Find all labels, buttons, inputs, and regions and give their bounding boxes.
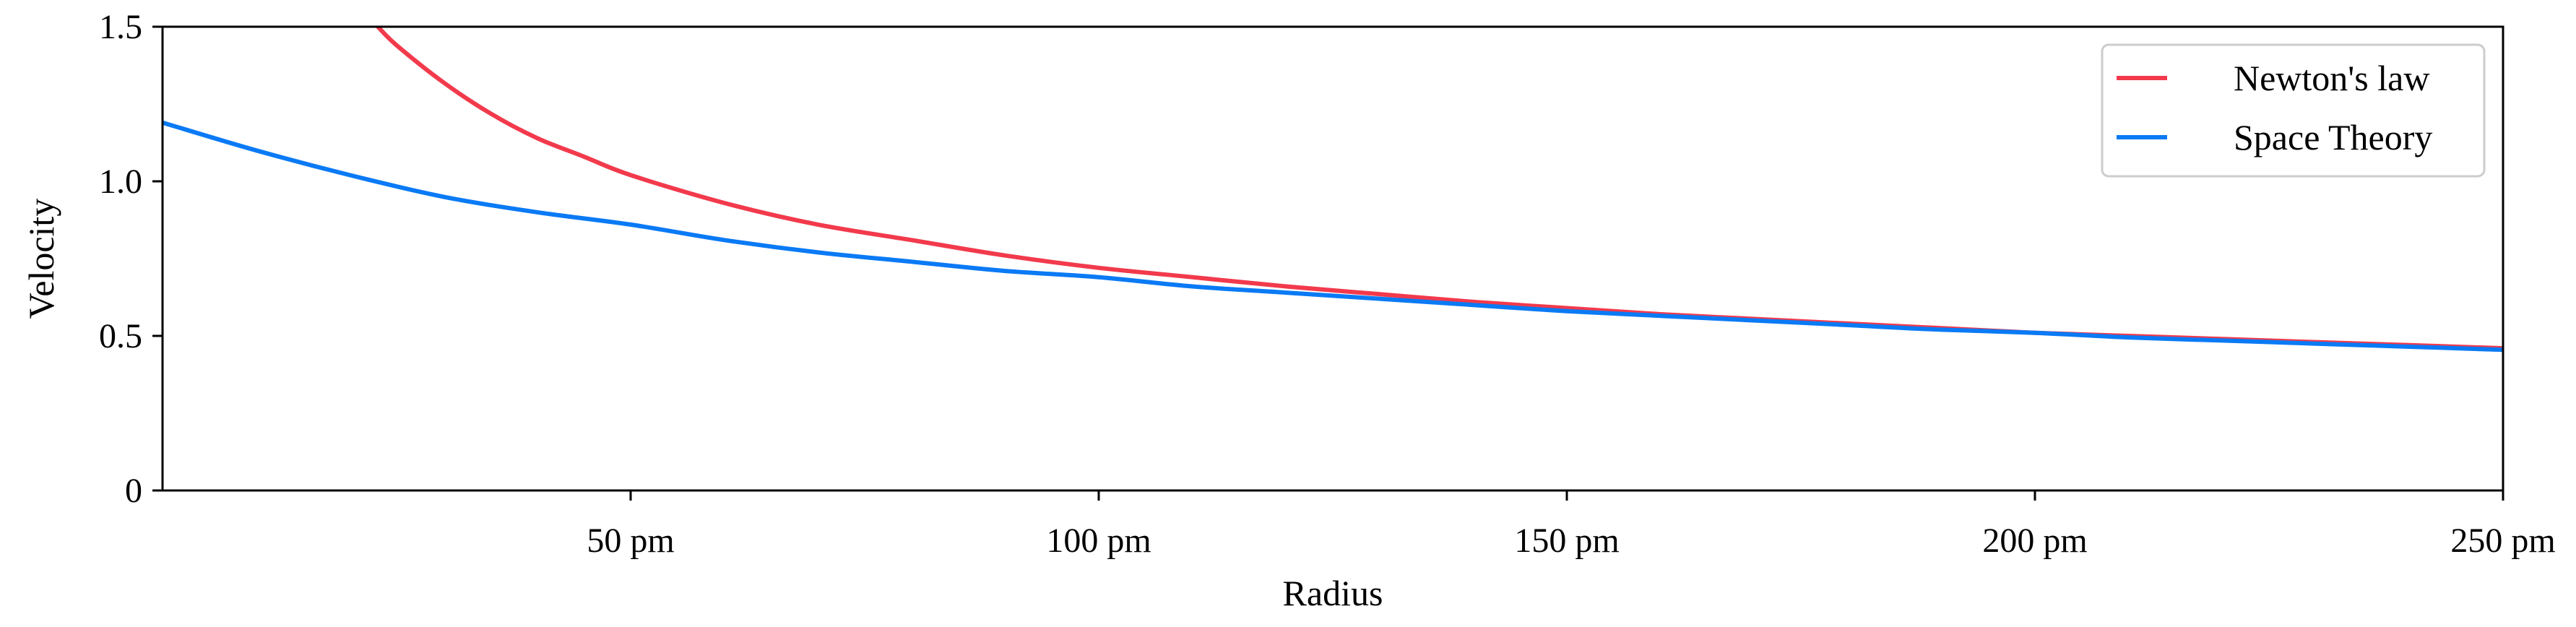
y-tick-label: 1.0 [99,163,142,201]
y-tick-label: 0 [125,472,142,510]
x-tick-label: 250 pm [2450,522,2555,560]
legend-label-space-theory: Space Theory [2234,117,2432,157]
plot-frame [161,25,2504,492]
x-tick-label: 150 pm [1514,522,1619,560]
x-tick-label: 100 pm [1046,522,1151,560]
ticks-layer: 50 pm 100 pm 150 pm 200 pm 250 pm 0 0.5 1.0 1.5 [99,8,2556,560]
legend-box [2101,43,2486,178]
legend: Newton's law Space Theory [2101,43,2486,178]
y-tick-label: 0.5 [99,317,142,355]
x-tick-label: 200 pm [1982,522,2087,560]
y-axis-label: Velocity [21,199,61,319]
series-line-space-theory [163,120,2503,353]
legend-label-newtons-law: Newton's law [2234,58,2429,98]
x-axis-label: Radius [1283,573,1383,613]
y-tick-label: 1.5 [99,8,142,46]
x-tick-label: 50 pm [587,522,674,560]
series-layer [163,27,2503,353]
